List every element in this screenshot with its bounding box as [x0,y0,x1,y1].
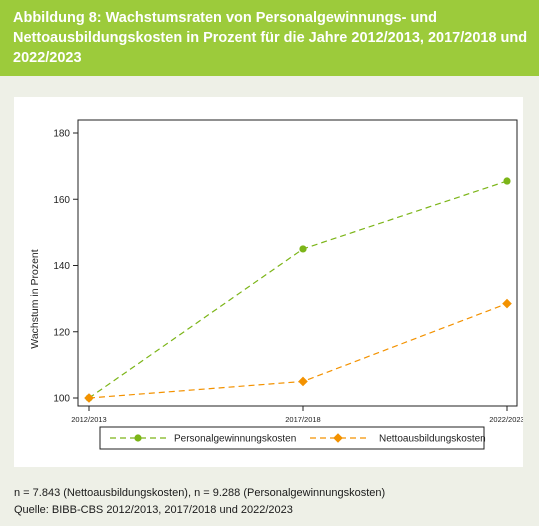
y-axis: 100 120 140 160 180 [53,129,78,405]
legend-box [99,426,485,450]
line-chart: 100 120 140 160 180 2012/2013 2017/2018 2022/2… [29,119,523,450]
y-tick-label: 180 [53,129,70,140]
x-tick-label: 2022/2023 [489,415,523,424]
x-tick-label: 2017/2018 [285,415,320,424]
chart-panel: 100 120 140 160 180 2012/2013 2017/2018 2022/2… [14,97,523,467]
data-point-netto [84,393,94,403]
y-axis-label: Wachstum in Prozent [29,249,41,348]
plot-area-frame [77,119,518,407]
legend-label-personal: Personalgewinnungskosten [174,434,296,445]
legend-label-netto: Nettoausbildungskosten [379,434,486,445]
legend-marker-netto [333,433,343,443]
y-tick-label: 120 [53,327,70,338]
series-line-personal [88,180,508,399]
figure-title: Abbildung 8: Wachstumsraten von Personal… [13,10,528,66]
y-tick-label: 100 [53,394,70,405]
x-axis: 2012/2013 2017/2018 2022/2023 [71,406,523,424]
legend: Personalgewinnungskosten Nettoausbildungs… [110,433,486,445]
data-point-personal [299,245,307,253]
series-layer [84,177,512,403]
figure-header: Abbildung 8: Wachstumsraten von Personal… [0,0,539,76]
y-tick-label: 160 [53,195,70,206]
data-point-netto [502,298,512,309]
y-tick-label: 140 [53,261,70,272]
x-tick-label: 2012/2013 [71,415,106,424]
data-point-personal [503,177,511,185]
data-point-netto [298,376,308,387]
sample-note: n = 7.843 (Nettoausbildungskosten), n = … [14,487,386,499]
legend-marker-personal [134,434,142,442]
series-line-netto [88,303,508,399]
source-note: Quelle: BIBB-CBS 2012/2013, 2017/2018 un… [14,504,293,516]
